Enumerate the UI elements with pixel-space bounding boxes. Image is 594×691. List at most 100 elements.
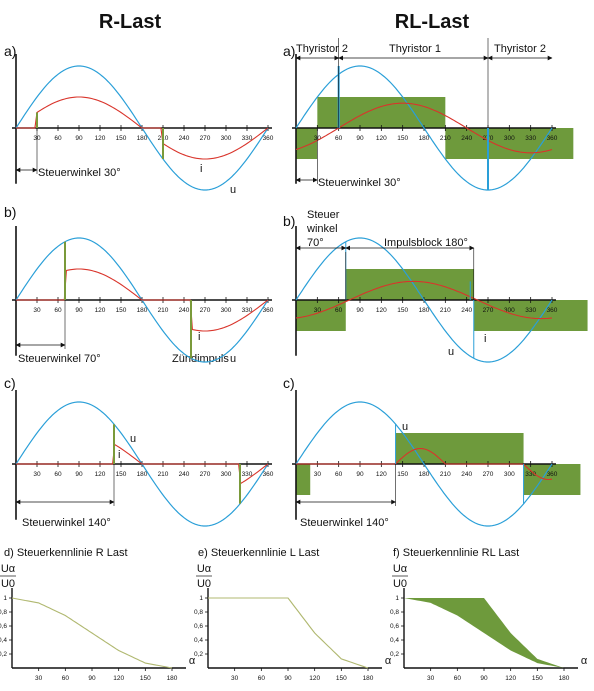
panel-letter: c): [283, 375, 295, 391]
x-tick-label: 30: [231, 675, 239, 682]
current-label: i: [200, 163, 202, 175]
tick-label: 240: [461, 307, 472, 314]
thyristor-2-left-label: Thyristor 2: [296, 43, 348, 55]
kennlinie-title: f) Steuerkennlinie RL Last: [393, 547, 519, 559]
tick-label: 210: [440, 135, 451, 142]
tick-label: 150: [397, 135, 408, 142]
tick-label: 90: [75, 135, 83, 142]
y-tick-label: 0,2: [0, 651, 7, 658]
voltage-label: u: [402, 421, 408, 433]
panel-letter: a): [4, 43, 16, 59]
x-tick-label: 90: [284, 675, 292, 682]
tick-label: 30: [314, 471, 322, 478]
rl-panel-b: b) Steuer winkel 70° Impulsblock 180° u …: [283, 209, 588, 363]
tick-label: 30: [33, 307, 41, 314]
impulse-block: [317, 97, 446, 128]
tick-label: 330: [525, 135, 536, 142]
tick-label: 210: [158, 307, 169, 314]
y-tick-label: 0,8: [0, 609, 7, 616]
current-curve: [16, 443, 269, 485]
tick-label: 30: [314, 307, 322, 314]
panel-letter: b): [4, 204, 16, 220]
current-label: i: [484, 333, 486, 345]
tick-label: 210: [440, 471, 451, 478]
y-tick-label: 1: [199, 595, 203, 602]
y-tick-label: 0,6: [0, 623, 7, 630]
voltage-label: u: [130, 433, 136, 445]
tick-label: 330: [525, 307, 536, 314]
x-tick-label: 150: [140, 675, 151, 682]
tick-label: 30: [33, 471, 41, 478]
tick-label: 300: [504, 307, 515, 314]
y-axis-label-numerator: Uα: [393, 563, 408, 575]
tick-label: 60: [335, 471, 343, 478]
tick-label: 270: [200, 307, 211, 314]
y-tick-label: 0,2: [194, 651, 203, 658]
y-axis-label-numerator: Uα: [197, 563, 212, 575]
r-panel-c: c) Steuerwinkel 140° u i 30 60 90 120 150 180…: [4, 375, 274, 529]
voltage-label: u: [230, 353, 236, 365]
current-label: i: [118, 449, 120, 461]
x-axis-label: α: [581, 655, 588, 667]
kennlinie-title: d) Steuerkennlinie R Last: [4, 547, 128, 559]
impulse-block: [445, 128, 574, 159]
tick-label: 90: [356, 471, 364, 478]
tick-label: 90: [75, 471, 83, 478]
current-curve: [16, 268, 269, 332]
y-axis-label-denominator: U0: [197, 578, 211, 590]
tick-label: 240: [461, 135, 472, 142]
impulse-block: [473, 300, 588, 331]
x-tick-label: 90: [480, 675, 488, 682]
tick-label: 120: [95, 471, 106, 478]
tick-label: 180: [419, 471, 430, 478]
x-tick-label: 120: [505, 675, 516, 682]
tick-label: 60: [54, 135, 62, 142]
steuerwinkel-label-line1: Steuer: [307, 209, 340, 221]
y-axis-label-denominator: U0: [393, 578, 407, 590]
current-label: i: [198, 331, 200, 343]
panel-letter: c): [4, 375, 16, 391]
x-tick-label: 30: [35, 675, 43, 682]
tick-label: 240: [179, 307, 190, 314]
current-curve: [295, 280, 553, 320]
tick-label: 300: [504, 135, 515, 142]
voltage-curve: [295, 401, 553, 527]
x-tick-label: 180: [167, 675, 178, 682]
voltage-label: u: [448, 346, 454, 358]
tick-label: 270: [200, 135, 211, 142]
x-axis-label: α: [189, 655, 196, 667]
current-curve: [296, 447, 553, 481]
x-tick-label: 150: [532, 675, 543, 682]
tick-label: 360: [547, 135, 558, 142]
y-tick-label: 0,6: [194, 623, 203, 630]
tick-label: 150: [116, 135, 127, 142]
steuerwinkel-label: Steuerwinkel 30°: [318, 177, 401, 189]
tick-label: 120: [376, 307, 387, 314]
tick-label: 210: [158, 471, 169, 478]
impulsblock-label: Impulsblock 180°: [384, 237, 468, 249]
tick-label: 240: [179, 135, 190, 142]
kennlinie-rl: f) Steuerkennlinie RL Last α Uα U0 0,2 0,4 0,…: [390, 547, 588, 682]
kennlinie-r: d) Steuerkennlinie R Last α Uα U0 0,2 0,4 0,6…: [0, 547, 196, 682]
tick-label: 330: [242, 471, 253, 478]
rl-panel-c: c) u i Steuerwinkel 140° 306090120150180…: [283, 375, 581, 529]
tick-label: 60: [54, 471, 62, 478]
tick-label: 150: [397, 471, 408, 478]
y-tick-label: 0,8: [390, 609, 399, 616]
tick-label: 330: [242, 135, 253, 142]
y-tick-label: 0,4: [0, 637, 7, 644]
tick-label: 60: [335, 135, 343, 142]
x-tick-label: 60: [454, 675, 462, 682]
impulse-block: [395, 433, 524, 464]
tick-label: 360: [263, 471, 274, 478]
header-r-last: R-Last: [99, 11, 162, 33]
tick-label: 150: [397, 307, 408, 314]
tick-label: 210: [440, 307, 451, 314]
panel-letter: a): [283, 43, 295, 59]
tick-label: 150: [116, 471, 127, 478]
tick-label: 120: [95, 135, 106, 142]
y-tick-label: 0,8: [194, 609, 203, 616]
tick-label: 360: [263, 307, 274, 314]
tick-label: 360: [547, 471, 558, 478]
tick-label: 180: [419, 307, 430, 314]
